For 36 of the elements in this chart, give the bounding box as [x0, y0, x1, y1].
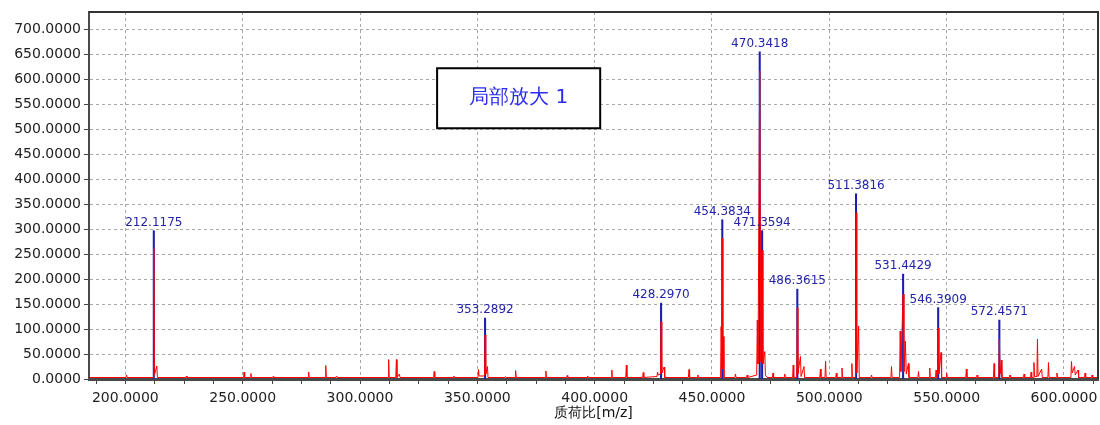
x-tick-label: 550.0000	[913, 389, 981, 406]
y-tick-label: 450.0000	[14, 144, 81, 161]
annotation: 454.3834	[693, 203, 751, 218]
x-tick-label: 350.0000	[443, 389, 511, 406]
y-tick-label: 150.0000	[14, 294, 81, 311]
x-axis-title: 质荷比[m/z]	[554, 404, 633, 421]
y-tick-label: 600.0000	[14, 70, 81, 87]
y-tick-label: 500.0000	[14, 119, 81, 136]
y-tick-label: 350.0000	[14, 194, 81, 211]
y-tick-label: 250.0000	[14, 244, 81, 261]
x-tick-label: 450.0000	[678, 389, 746, 406]
x-tick-label: 200.0000	[91, 389, 159, 406]
y-tick-label: 650.0000	[14, 45, 81, 62]
x-tick-label: 500.0000	[795, 389, 863, 406]
x-tick-label: 300.0000	[326, 389, 394, 406]
x-tick-label: 600.0000	[1030, 389, 1098, 406]
y-tick-label: 700.0000	[14, 20, 81, 37]
annotation: 353.2892	[456, 302, 514, 317]
x-tick-label: 250.0000	[209, 389, 277, 406]
annotation: 511.3816	[827, 177, 885, 192]
annotation: 局部放大 1	[469, 84, 569, 109]
annotation: 572.4571	[970, 304, 1028, 319]
y-tick-label: 200.0000	[14, 269, 81, 286]
y-tick-label: 0.0000	[32, 369, 81, 386]
x-tick-label: 400.0000	[561, 389, 629, 406]
y-tick-label: 50.0000	[23, 344, 81, 361]
annotation: 531.4429	[874, 258, 932, 273]
annotation: 470.3418	[731, 36, 789, 51]
y-tick-label: 400.0000	[14, 169, 81, 186]
y-tick-label: 300.0000	[14, 219, 81, 236]
annotation: 212.1175	[125, 214, 183, 229]
annotation: 546.3909	[909, 291, 967, 306]
annotation: 428.2970	[632, 287, 690, 302]
y-tick-label: 100.0000	[14, 319, 81, 336]
y-tick-label: 550.0000	[14, 95, 81, 112]
annotation: 486.3615	[768, 273, 826, 288]
